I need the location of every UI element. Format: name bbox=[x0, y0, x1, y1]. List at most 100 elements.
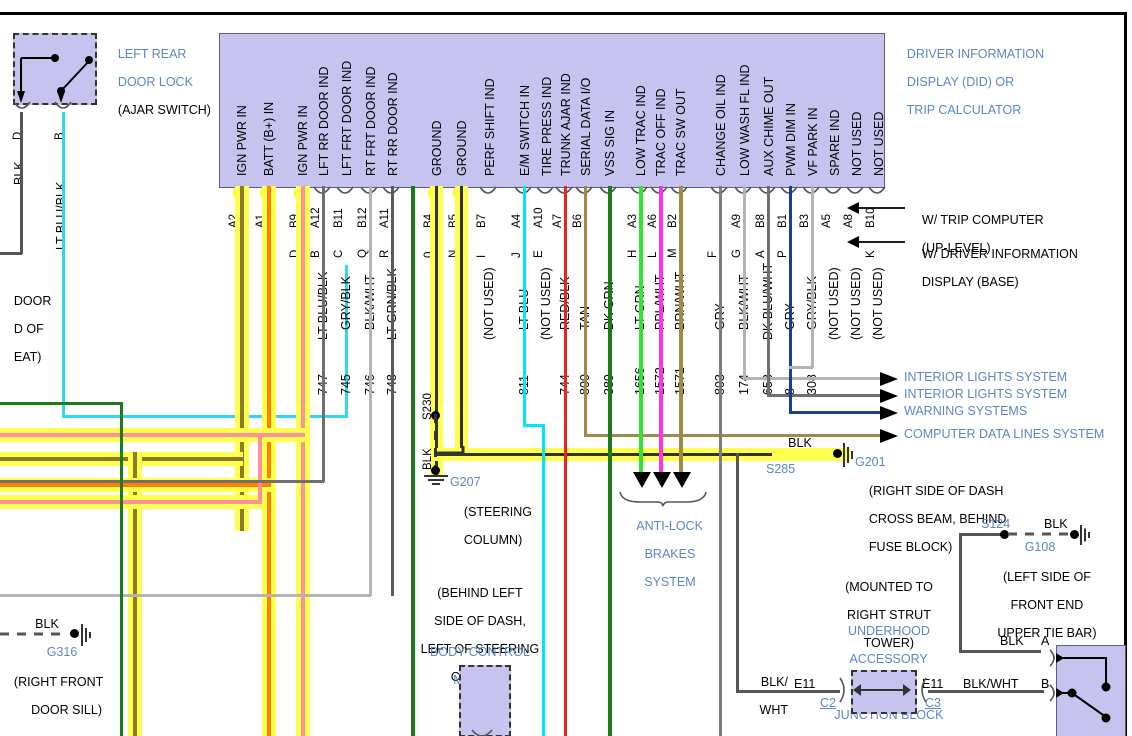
wire-jb-right-horiz bbox=[928, 690, 1044, 693]
wire-8-horiz bbox=[789, 411, 882, 414]
callout-trip-line2: (UP-LEVEL) bbox=[921, 241, 991, 255]
did-pin-function-20: AUX CHIME OUT bbox=[762, 76, 776, 176]
wire-green-long-vert bbox=[411, 186, 415, 736]
wire-744-redblk-vert bbox=[564, 186, 567, 736]
did-pin-id-3: A12 bbox=[310, 207, 322, 228]
system-link-label-0: INTERIOR LIGHTS SYSTEM bbox=[904, 370, 1068, 384]
did-pin-function-14: VSS SIG IN bbox=[603, 110, 617, 176]
wire-s124-vert bbox=[959, 533, 962, 653]
callout-base-line2: DISPLAY (BASE) bbox=[921, 275, 1019, 289]
wire-ltblu-riser bbox=[345, 265, 348, 418]
wire-811-ltblu-vert bbox=[523, 186, 526, 426]
did-pin-cup-23 bbox=[824, 186, 842, 194]
wire-800-tan-vert bbox=[584, 186, 587, 436]
did-title-line2: DISPLAY (DID) OR bbox=[906, 75, 1015, 89]
did-pin-letter-16: L bbox=[647, 251, 659, 258]
did-pin-function-25: NOT USED bbox=[872, 111, 886, 176]
callout-did-base: W/ DRIVER INFORMATION DISPLAY (BASE) bbox=[908, 233, 1128, 303]
did-pin-function-11: TIRE PRESS IND bbox=[540, 76, 554, 176]
system-link-arrow-0 bbox=[880, 372, 898, 386]
ground-g207-symbol bbox=[424, 475, 448, 485]
g207-loc-line1: (STEERING bbox=[463, 505, 532, 519]
did-wire-color-4: GRY/BLK bbox=[339, 276, 353, 330]
did-pin-id-17: B2 bbox=[667, 213, 679, 228]
wire-746-horiz bbox=[0, 594, 371, 597]
did-pin-function-15: LOW TRAC IND bbox=[634, 85, 648, 176]
did-pin-function-23: SPARE IND bbox=[828, 109, 842, 176]
did-pin-function-21: PWM DIM IN bbox=[784, 103, 798, 176]
jb-right-wire-label: BLK/WHT bbox=[963, 677, 1019, 691]
ground-g316-symbol bbox=[81, 624, 91, 646]
left-cut-line2: D OF bbox=[13, 322, 44, 336]
jb-right-connector: C3 bbox=[925, 696, 941, 710]
did-wire-color-23: (NOT USED) bbox=[827, 267, 841, 340]
ground-g201-dot bbox=[833, 449, 842, 458]
did-pin-id-19: A9 bbox=[731, 213, 743, 228]
did-pin-function-7: GROUND bbox=[430, 120, 444, 176]
did-pin-id-22: B3 bbox=[799, 213, 811, 228]
switch-label-line1: LEFT REAR bbox=[117, 47, 187, 61]
did-pin-id-5: B12 bbox=[357, 207, 369, 228]
wire-747-vert bbox=[322, 186, 325, 482]
wire-blk-switch-d-horiz bbox=[0, 252, 22, 255]
switch-label-line3: (AJAR SWITCH) bbox=[117, 103, 211, 117]
jb-name-line1: UNDERHOOD bbox=[847, 624, 930, 638]
jb-name-line2: ACCESSORY bbox=[849, 652, 928, 666]
did-wire-color-25: (NOT USED) bbox=[871, 267, 885, 340]
wire-1656-ltgrn-vert bbox=[639, 186, 643, 476]
wire-308-horiz bbox=[789, 366, 813, 369]
jb-loc-line1: (MOUNTED TO bbox=[845, 580, 933, 594]
wire-s124-to-switch bbox=[959, 650, 1041, 653]
callout-trip-line1: W/ TRIP COMPUTER bbox=[921, 213, 1044, 227]
did-module-box bbox=[219, 33, 885, 188]
did-pin-id-11: A10 bbox=[533, 207, 545, 228]
g316-loc-line1: (RIGHT FRONT bbox=[13, 675, 104, 689]
jb-left-pin: E11 bbox=[794, 677, 816, 691]
wire-ltblu-switch-b-horiz bbox=[62, 415, 348, 418]
did-pin-cup-25 bbox=[868, 186, 886, 194]
jb-loc-line3: TOWER) bbox=[863, 636, 915, 650]
hl-g201 bbox=[772, 448, 844, 461]
did-pin-cup-9 bbox=[479, 186, 497, 194]
ground-g207-id: G207 bbox=[450, 475, 481, 489]
bcm-loc-line3: LEFT OF STEERING bbox=[420, 642, 540, 656]
did-circuit-number-4: 745 bbox=[339, 374, 353, 395]
g108-loc-line2: FRONT END bbox=[1010, 598, 1084, 612]
did-pin-id-12: A7 bbox=[552, 213, 564, 228]
g316-loc-line2: DOOR SILL) bbox=[31, 703, 102, 717]
callout-trip-computer: W/ TRIP COMPUTER (UP-LEVEL) bbox=[908, 199, 1118, 269]
g316-wire-label: BLK bbox=[35, 617, 59, 631]
did-pin-id-6: A11 bbox=[379, 208, 391, 228]
frame-top bbox=[0, 12, 1124, 15]
bcm-loc-line1: (BEHIND LEFT bbox=[437, 586, 523, 600]
jb-right-pin: E11 bbox=[922, 677, 944, 691]
did-pin-id-21: B1 bbox=[777, 213, 789, 228]
did-pin-id-4: B11 bbox=[333, 208, 345, 228]
switch-label-line2: DOOR LOCK bbox=[117, 75, 193, 89]
did-pin-function-22: VF PARK IN bbox=[806, 107, 820, 176]
bcm-box bbox=[459, 665, 511, 736]
did-pin-letter-20: A bbox=[755, 250, 767, 258]
did-pin-letter-17: M bbox=[667, 248, 679, 258]
g108-loc-line3: UPPER TIE BAR) bbox=[997, 626, 1097, 640]
wire-748-vert bbox=[391, 186, 394, 596]
wire-800-tan-horiz bbox=[584, 434, 884, 437]
wire-pnk-horiz2 bbox=[0, 500, 262, 504]
wire-pnk-vert bbox=[301, 186, 305, 736]
wire-blk-switch-d bbox=[20, 112, 23, 254]
jb-left-wire-label: BLK/ WHT bbox=[742, 661, 788, 731]
frame-right bbox=[1124, 12, 1127, 736]
switch-connector-cups bbox=[13, 101, 72, 109]
door-lock-switch-label: LEFT REAR DOOR LOCK (AJAR SWITCH) bbox=[104, 33, 264, 131]
wire-jb-left-feed-horiz bbox=[736, 690, 840, 693]
did-pin-letter-9: I bbox=[476, 254, 488, 258]
door-lock-switch-internals bbox=[17, 54, 93, 103]
left-cut-line1: DOOR bbox=[13, 294, 52, 308]
wire-389-dkgrn-vert bbox=[608, 186, 612, 736]
abs-line2: BRAKES bbox=[644, 547, 696, 561]
g201-loc-line1: (RIGHT SIDE OF DASH bbox=[868, 484, 1004, 498]
did-wire-color-24: (NOT USED) bbox=[849, 267, 863, 340]
wire-blk1550-horiz bbox=[435, 453, 838, 456]
did-pin-function-3: LFT RR DOOR IND bbox=[317, 66, 331, 177]
